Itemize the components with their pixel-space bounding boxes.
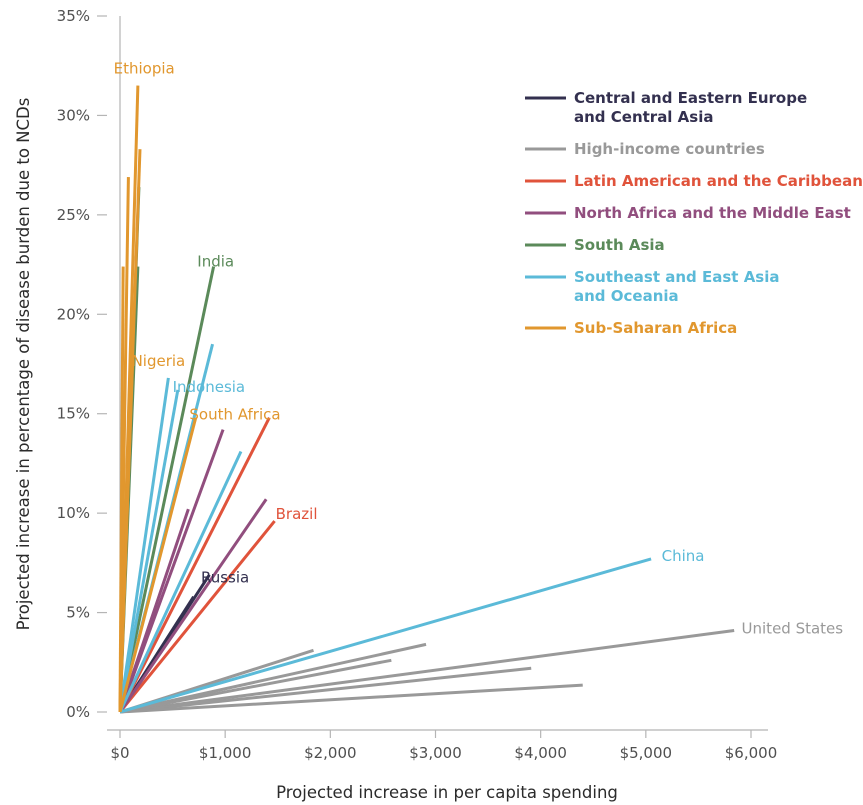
series-line-5 bbox=[118, 389, 180, 713]
series-line-4 bbox=[118, 266, 216, 713]
series-line-1 bbox=[119, 658, 392, 714]
country-label: United States bbox=[742, 619, 844, 637]
series-line-1 bbox=[119, 683, 583, 714]
x-axis: $0 $1,000 $2,000 $3,000 $4,000 $5,000 $6,000 bbox=[107, 729, 777, 762]
plot-lines bbox=[118, 85, 735, 714]
y-tick-label: 15% bbox=[57, 405, 90, 423]
series-line-3 bbox=[118, 508, 190, 713]
y-tick-label: 35% bbox=[57, 7, 90, 25]
legend-label: Southeast and East Asia bbox=[574, 268, 780, 286]
country-label: Nigeria bbox=[132, 352, 186, 370]
series-line-5 bbox=[119, 557, 652, 714]
country-label: India bbox=[197, 253, 234, 271]
legend-label: and Central Asia bbox=[574, 108, 713, 126]
series-line-6 bbox=[118, 266, 125, 713]
x-tick-label: $4,000 bbox=[514, 744, 567, 762]
x-tick-label: $3,000 bbox=[409, 744, 462, 762]
country-label: Indonesia bbox=[173, 378, 246, 396]
country-label: Russia bbox=[201, 569, 249, 587]
legend-label: High-income countries bbox=[574, 140, 765, 158]
series-line-1 bbox=[119, 642, 427, 714]
legend-label: South Asia bbox=[574, 236, 665, 254]
x-tick-label: $2,000 bbox=[304, 744, 357, 762]
country-label: Brazil bbox=[276, 505, 318, 523]
legend-label: Sub-Saharan Africa bbox=[574, 319, 737, 337]
series-line-2 bbox=[118, 520, 276, 713]
y-tick-label: 10% bbox=[57, 504, 90, 522]
legend-label: and Oceania bbox=[574, 287, 679, 305]
series-line-6 bbox=[118, 417, 198, 713]
y-axis: 0% 5% 10% 15% 20% 25% 30% 35% bbox=[57, 7, 121, 721]
country-label: China bbox=[662, 547, 705, 565]
y-ticks: 0% 5% 10% 15% 20% 25% 30% 35% bbox=[57, 7, 107, 721]
series-line-2 bbox=[118, 417, 271, 713]
y-tick-label: 20% bbox=[57, 305, 90, 323]
series-line-3 bbox=[118, 498, 268, 713]
legend-label: North Africa and the Middle East bbox=[574, 204, 851, 222]
series-line-5 bbox=[118, 377, 170, 713]
x-ticks: $0 $1,000 $2,000 $3,000 $4,000 $5,000 $6,000 bbox=[110, 730, 777, 762]
country-label: South Africa bbox=[189, 406, 280, 424]
y-tick-label: 5% bbox=[66, 604, 90, 622]
series-line-1 bbox=[119, 628, 735, 714]
y-tick-label: 25% bbox=[57, 206, 90, 224]
x-tick-label: $6,000 bbox=[725, 744, 778, 762]
x-tick-label: $1,000 bbox=[199, 744, 252, 762]
legend-label: Central and Eastern Europe bbox=[574, 89, 807, 107]
series-line-6 bbox=[118, 361, 135, 713]
x-tick-label: $5,000 bbox=[620, 744, 673, 762]
y-tick-label: 0% bbox=[66, 703, 90, 721]
x-axis-title: Projected increase in per capita spendin… bbox=[276, 783, 618, 802]
annotations: Ethiopia India Nigeria Indonesia South Afric… bbox=[114, 60, 844, 638]
x-tick-label: $0 bbox=[110, 744, 129, 762]
series-line-1 bbox=[119, 666, 532, 714]
series-line-5 bbox=[118, 450, 243, 713]
legend-label: Latin American and the Caribbean bbox=[574, 172, 863, 190]
y-axis-title: Projected increase in percentage of dise… bbox=[14, 98, 33, 631]
country-label: Ethiopia bbox=[114, 60, 175, 78]
y-tick-label: 30% bbox=[57, 106, 90, 124]
